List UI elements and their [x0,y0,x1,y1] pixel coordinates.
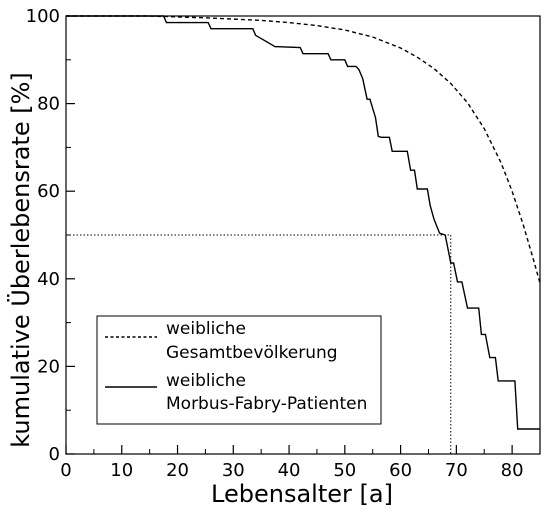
y-tick-label: 100 [26,6,60,27]
legend-box [96,315,382,425]
x-tick-label: 60 [389,460,412,481]
legend-label-series-2-line-1: weibliche [166,371,246,391]
legend: weibliche Gesamtbevölkerung weibliche Mo… [96,315,382,425]
series-line-fabry-patienten [66,15,540,430]
y-tick-label: 40 [37,269,60,290]
y-tick-label: 60 [37,181,60,202]
x-tick-label: 20 [166,460,189,481]
y-axis-title: kumulative Überlebensrate [%] [6,72,35,448]
y-tick-label: 20 [37,356,60,377]
x-tick-label: 10 [110,460,133,481]
y-tick-label: 80 [37,94,60,115]
series-layer [66,15,541,454]
legend-label-series-1-line-2: Gesamtbevölkerung [166,343,338,363]
ticks: 0 10 20 30 40 50 60 70 80 0 20 40 60 80 100 [26,6,524,481]
x-tick-label: 0 [60,460,71,481]
x-tick-label: 50 [333,460,356,481]
legend-label-series-2-line-2: Morbus-Fabry-Patienten [166,394,367,414]
x-axis-title: Lebensalter [a] [211,480,393,508]
y-tick-label: 0 [49,444,60,465]
legend-label-series-1-line-1: weibliche [166,319,246,339]
x-tick-label: 40 [278,460,301,481]
x-tick-label: 80 [501,460,524,481]
x-tick-label: 30 [222,460,245,481]
x-tick-label: 70 [445,460,468,481]
series-line-gesamtbevoelkerung [66,15,541,284]
